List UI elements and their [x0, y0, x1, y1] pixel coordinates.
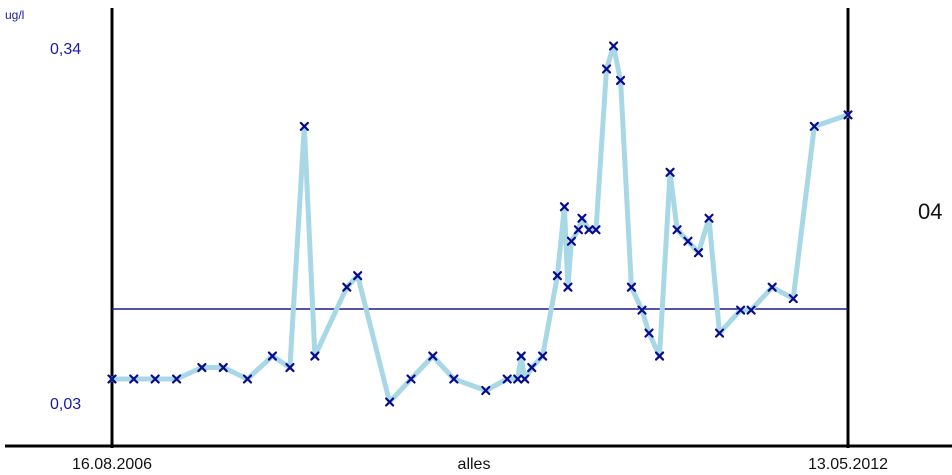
data-point-marker [502, 374, 512, 384]
data-point-marker [566, 236, 577, 246]
data-point-marker [285, 362, 295, 373]
series-group [109, 43, 851, 405]
data-point-marker [601, 64, 612, 74]
data-point-marker [683, 236, 693, 246]
data-point-marker [746, 305, 756, 315]
data-point-marker [591, 225, 601, 235]
data-point-marker [353, 271, 363, 281]
x-end-label: 13.05.2012 [808, 456, 888, 473]
y-tick-label-bottom: 0,03 [50, 396, 81, 413]
data-point-marker [516, 351, 526, 361]
data-point-marker [428, 351, 438, 361]
data-point-marker [129, 374, 139, 384]
data-point-marker [342, 282, 352, 292]
x-start-label: 16.08.2006 [72, 456, 152, 473]
data-point-marker [267, 351, 277, 361]
data-point-marker [788, 294, 798, 304]
data-point-marker [736, 305, 746, 315]
data-point-marker [767, 282, 777, 292]
data-point-marker [527, 362, 537, 373]
data-point-marker [563, 282, 573, 292]
data-point-marker [559, 202, 570, 212]
data-point-marker [637, 305, 647, 315]
data-point-marker [626, 282, 637, 292]
data-point-marker [538, 351, 548, 361]
data-point-marker [385, 397, 395, 407]
data-point-marker [644, 328, 654, 338]
data-point-marker [171, 374, 182, 384]
series-line [109, 43, 851, 405]
data-point-marker [520, 374, 530, 384]
data-point-marker [218, 362, 228, 373]
data-point-marker [242, 374, 253, 384]
data-point-marker [654, 351, 665, 361]
data-point-marker [672, 225, 682, 235]
data-point-marker [615, 75, 626, 86]
data-point-marker [406, 374, 416, 384]
y-unit-label: ug/l [5, 8, 24, 22]
data-point-marker [714, 328, 725, 338]
data-point-marker [197, 362, 207, 373]
data-point-marker [843, 110, 853, 120]
data-point-marker [150, 374, 160, 384]
data-point-marker [577, 213, 587, 223]
y-tick-label-top: 0,34 [50, 41, 81, 58]
data-point-marker [665, 167, 675, 177]
data-point-marker [552, 271, 562, 281]
data-point-marker [481, 385, 491, 396]
data-point-marker [513, 374, 523, 384]
data-point-marker [704, 213, 714, 223]
data-point-marker [693, 248, 704, 258]
data-point-marker [809, 121, 819, 131]
data-point-marker [584, 225, 594, 235]
data-point-marker [107, 374, 117, 384]
data-point-marker [573, 225, 584, 235]
data-point-marker [608, 41, 619, 51]
data-point-marker [449, 374, 459, 384]
data-point-marker [310, 351, 320, 361]
marker-group [107, 41, 853, 407]
data-point-marker [299, 121, 309, 131]
truncated-right-text: 04 [918, 199, 942, 224]
x-center-label: alles [458, 456, 491, 473]
